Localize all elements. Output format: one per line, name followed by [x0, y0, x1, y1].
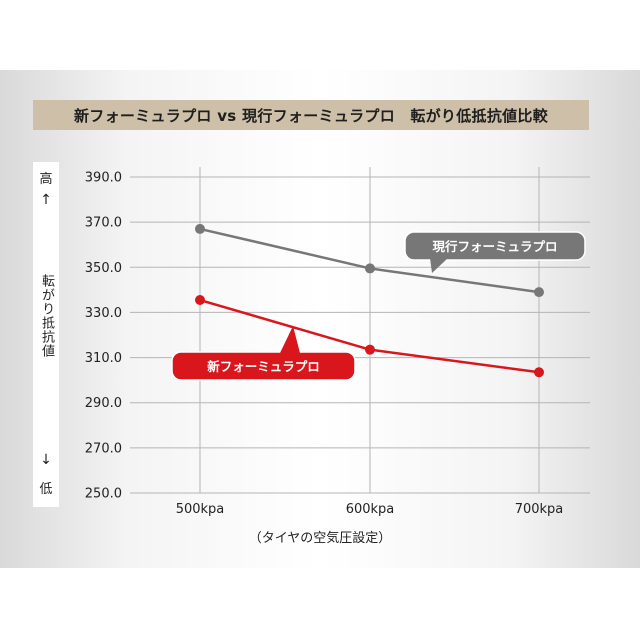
callout-pointer: [430, 258, 448, 273]
x-tick-label: 500kpa: [176, 502, 225, 517]
y-tick-label: 270.0: [85, 441, 122, 456]
series-callout: 現行フォーミュラプロ: [404, 231, 586, 273]
up-arrow-icon: ↑: [40, 192, 52, 208]
data-point: [365, 263, 375, 274]
x-tick-label: 700kpa: [515, 502, 564, 517]
data-point: [534, 287, 544, 298]
y-axis-high-label: 高: [39, 172, 53, 187]
y-tick-label: 310.0: [85, 351, 122, 366]
x-tick-label: 600kpa: [346, 502, 395, 517]
x-axis-label: （タイヤの空気圧設定）: [248, 531, 392, 546]
callout-pointer: [280, 326, 300, 353]
series-name-label: 現行フォーミュラプロ: [432, 239, 557, 254]
y-axis-label-box: 高 ↑ 転がり抵抗値 ↓ 低: [33, 162, 59, 507]
callout-box: [171, 351, 356, 381]
series-name-label: 新フォーミュラプロ: [207, 359, 320, 374]
data-point: [195, 223, 205, 234]
y-tick-label: 250.0: [85, 487, 122, 502]
down-arrow-icon: ↓: [40, 452, 52, 468]
y-axis-low-label: 低: [39, 482, 53, 497]
data-point: [195, 295, 205, 306]
y-axis-label: 転がり抵抗値: [39, 274, 54, 358]
data-point: [534, 367, 544, 378]
series-callout: 新フォーミュラプロ: [171, 326, 356, 381]
y-tick-label: 350.0: [85, 261, 122, 276]
y-tick-label: 290.0: [85, 396, 122, 411]
line-chart: 390.0 370.0 350.0 330.0 310.0 290.0 270.0 250.0…: [85, 167, 590, 517]
y-tick-label: 370.0: [85, 216, 122, 231]
y-tick-label: 330.0: [85, 306, 122, 321]
y-tick-label: 390.0: [85, 171, 122, 186]
callout-box: [404, 231, 586, 261]
data-point: [365, 344, 375, 355]
chart-title: 新フォーミュラプロ vs 現行フォーミュラプロ 転がり低抵抗値比較: [33, 100, 589, 130]
chart-panel: 新フォーミュラプロ vs 現行フォーミュラプロ 転がり低抵抗値比較 高 ↑ 転が…: [0, 70, 640, 568]
